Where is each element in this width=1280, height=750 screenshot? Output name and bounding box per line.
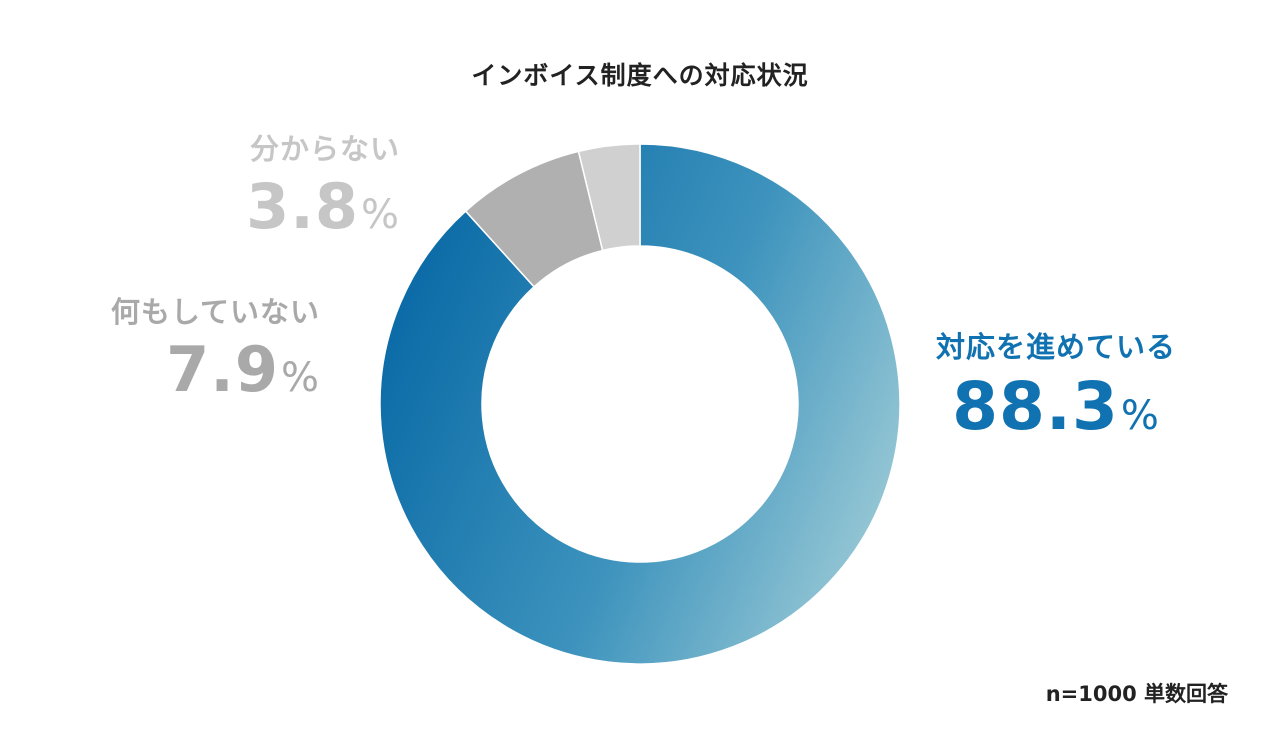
sample-size-note: n=1000 単数回答 bbox=[1045, 682, 1228, 706]
slice-label-in-progress: 対応を進めている 88.3% bbox=[936, 333, 1176, 440]
slice-dont-know bbox=[577, 143, 641, 252]
slice-name-in-progress: 対応を進めている bbox=[936, 330, 1177, 364]
slice-value-dont-know: 3.8% bbox=[246, 170, 400, 243]
chart-title: インボイス制度への対応状況 bbox=[471, 61, 809, 90]
slice-label-nothing: 何もしていない 7.9% bbox=[111, 298, 320, 401]
slice-label-dont-know: 分からない 3.8% bbox=[246, 135, 400, 238]
slice-value-nothing: 7.9% bbox=[166, 333, 320, 406]
slice-value-in-progress: 88.3% bbox=[952, 368, 1160, 445]
slice-name-nothing: 何もしていない bbox=[110, 295, 320, 329]
slice-name-dont-know: 分からない bbox=[249, 132, 400, 166]
slice-in-progress bbox=[379, 143, 901, 665]
